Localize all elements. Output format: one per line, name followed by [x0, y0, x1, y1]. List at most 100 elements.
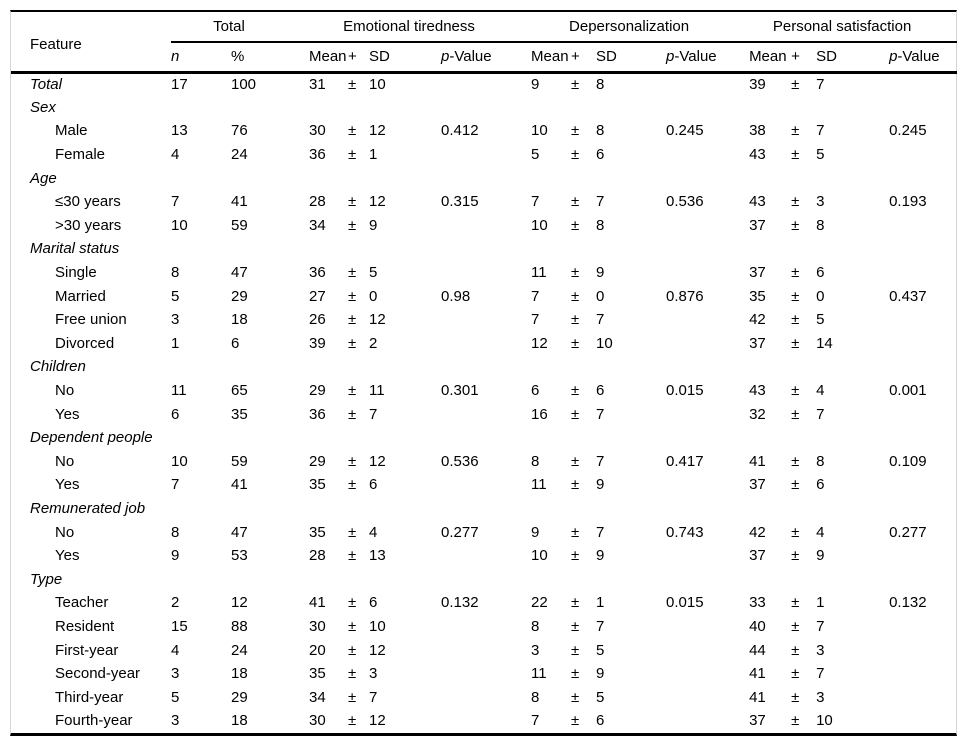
ps-plusminus-cell: ±: [791, 594, 800, 612]
ps-plusminus-cell: ±: [791, 334, 800, 352]
et-mean-cell: 34: [309, 216, 326, 234]
et-pvalue-cell: [441, 497, 531, 521]
ps-mean-cell: 43: [749, 382, 766, 400]
ps-pvalue-cell: [889, 567, 957, 591]
ps-mean-cell: 37: [749, 712, 766, 730]
dp-plusminus-cell: ±: [571, 547, 580, 565]
dp-plusminus-cell: [571, 355, 596, 379]
percent-cell: 76: [231, 122, 248, 140]
et-plusminus-cell: ±: [348, 523, 357, 541]
et-mean-cell: 30: [309, 712, 326, 730]
dp-pvalue-cell: [666, 214, 749, 238]
dp-plusminus-cell: ±: [571, 476, 580, 494]
table-row: Remunerated job: [11, 497, 957, 521]
percent-cell: 53: [231, 547, 248, 565]
et-sd-cell: 0: [369, 287, 378, 305]
percent-cell: 24: [231, 146, 248, 164]
dp-plusminus-cell: ±: [571, 641, 580, 659]
table-row: First-year 4 24 20 ± 12 3 ± 5 44 ± 3: [11, 638, 957, 662]
et-sd-cell: 12: [369, 712, 386, 730]
n-cell: 7: [171, 193, 180, 211]
dp-plusminus-cell: ±: [571, 712, 580, 730]
ps-sd-cell: 4: [816, 523, 825, 541]
percent-cell: [231, 497, 309, 521]
et-plusminus-cell: ±: [348, 594, 357, 612]
dp-plusminus-cell: [571, 237, 596, 261]
et-pvalue-cell: [441, 709, 531, 733]
ps-mean-cell: 35: [749, 287, 766, 305]
dp-pvalue-cell: 0.876: [666, 287, 704, 305]
table-row: Teacher 2 12 41 ± 6 0.132 22 ± 1 0.015 3…: [11, 591, 957, 615]
table-row: No 10 59 29 ± 12 0.536 8 ± 7 0.417 41 ± …: [11, 450, 957, 474]
et-plusminus-cell: [348, 497, 369, 521]
et-sd-cell: [369, 426, 441, 450]
et-plusminus-cell: ±: [348, 334, 357, 352]
percent-cell: 65: [231, 382, 248, 400]
et-mean-cell: 28: [309, 193, 326, 211]
dp-pvalue-cell: [666, 662, 749, 686]
dp-plusminus-cell: ±: [571, 382, 580, 400]
percent-cell: 47: [231, 264, 248, 282]
et-plusminus-cell: ±: [348, 287, 357, 305]
et-plusminus-cell: [348, 426, 369, 450]
table-row: Total 17 100 31 ± 10 9 ± 8 39 ± 7: [11, 72, 957, 96]
dp-pvalue-cell: [666, 615, 749, 639]
dp-pvalue-cell: [666, 402, 749, 426]
ps-pvalue-cell: [889, 709, 957, 733]
dp-mean-cell: 16: [531, 405, 548, 423]
dp-plus-header: +: [571, 42, 597, 74]
n-cell: 6: [171, 405, 180, 423]
ps-plusminus-cell: ±: [791, 452, 800, 470]
ps-mean-cell: [749, 96, 791, 120]
ps-pvalue-cell: [889, 638, 957, 662]
et-mean-cell: 29: [309, 382, 326, 400]
ps-mean-cell: 37: [749, 547, 766, 565]
feature-cell: >30 years: [55, 216, 122, 234]
ps-sd-cell: [816, 497, 889, 521]
et-plusminus-cell: ±: [348, 712, 357, 730]
ps-mean-cell: 37: [749, 264, 766, 282]
dp-pvalue-cell: [666, 567, 749, 591]
ps-sd-cell: [816, 96, 889, 120]
ps-mean-cell: 42: [749, 311, 766, 329]
et-sd-cell: [369, 237, 441, 261]
dp-mean-cell: 11: [531, 264, 547, 282]
et-plusminus-cell: ±: [348, 476, 357, 494]
dp-pvalue-cell: [666, 473, 749, 497]
ps-pvalue-cell: [889, 72, 957, 96]
table-header: Feature Total Emotional tiredness Depers…: [11, 12, 958, 74]
et-plusminus-cell: ±: [348, 665, 357, 683]
dp-plusminus-cell: ±: [571, 523, 580, 541]
table-row: No 8 47 35 ± 4 0.277 9 ± 7 0.743 42 ± 4 …: [11, 520, 957, 544]
et-plusminus-cell: ±: [348, 382, 357, 400]
dp-pvalue-cell: 0.245: [666, 122, 704, 140]
dp-mean-cell: [531, 355, 571, 379]
n-cell: 5: [171, 287, 180, 305]
et-pvalue-cell: [441, 96, 531, 120]
et-pvalue-cell: [441, 615, 531, 639]
et-sd-cell: 6: [369, 476, 378, 494]
dp-mean-cell: 12: [531, 334, 548, 352]
ps-sd-cell: 4: [816, 382, 825, 400]
et-pvalue-cell: [441, 567, 531, 591]
et-pvalue-cell: 0.277: [441, 523, 479, 541]
table-row: ≤30 years 7 41 28 ± 12 0.315 7 ± 7 0.536…: [11, 190, 957, 214]
group-header-emotional-tiredness: Emotional tiredness: [309, 12, 532, 43]
dp-pvalue-cell: [666, 72, 749, 96]
ps-plusminus-cell: ±: [791, 311, 800, 329]
feature-cell: Yes: [55, 476, 80, 494]
ps-plus-header: +: [791, 42, 817, 74]
et-plus-header: +: [348, 42, 369, 74]
percent-cell: [231, 567, 309, 591]
percent-cell: 35: [231, 405, 248, 423]
et-mean-cell: 36: [309, 405, 326, 423]
dp-plusminus-cell: [571, 497, 596, 521]
dp-pvalue-header: p-Value: [666, 42, 750, 74]
table-row: Marital status: [11, 237, 957, 261]
n-cell: [171, 96, 231, 120]
ps-mean-header: Mean: [749, 42, 792, 74]
ps-sd-cell: 7: [816, 617, 825, 635]
et-plusminus-cell: ±: [348, 547, 357, 565]
table-row: Dependent people: [11, 426, 957, 450]
et-sd-cell: 7: [369, 688, 378, 706]
